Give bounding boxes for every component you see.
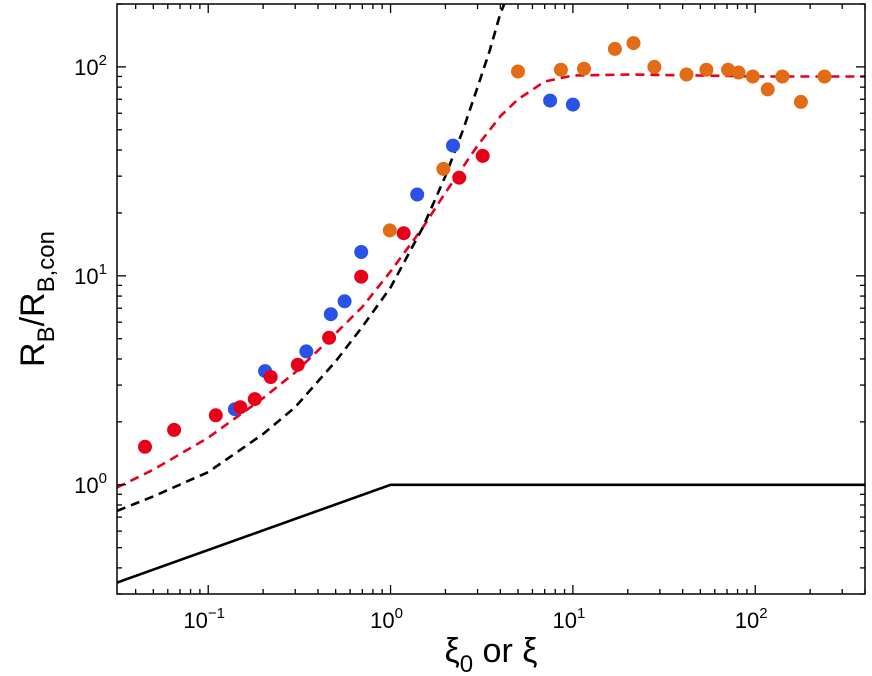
data-point (793, 94, 808, 109)
series-lines (117, 4, 865, 584)
data-point (290, 357, 305, 372)
x-tick-label: 101 (552, 605, 585, 633)
data-point (337, 294, 352, 309)
data-point (452, 170, 467, 185)
x-axis-label-main: ξ (445, 632, 460, 670)
data-point (322, 330, 337, 345)
y-tick-label: 100 (74, 470, 107, 498)
axis-ticks (117, 3, 866, 595)
data-point (745, 69, 760, 84)
x-tick-label: 10−1 (183, 605, 225, 633)
data-point (699, 62, 714, 77)
y-axis-label: RB/RB,con (14, 231, 60, 367)
data-point (299, 344, 314, 359)
data-point (436, 161, 451, 176)
data-point (354, 245, 369, 259)
data-point (167, 422, 182, 437)
y-tick-label: 101 (74, 261, 107, 289)
y-axis-label-s2: B,con (33, 231, 60, 292)
data-point (138, 439, 152, 454)
data-point (208, 408, 223, 423)
y-axis-label-r1: R (14, 342, 52, 367)
data-point (775, 69, 790, 84)
data-point (553, 62, 568, 77)
data-point (607, 41, 622, 56)
x-tick-label: 102 (735, 605, 768, 633)
data-point (565, 97, 580, 112)
data-point (731, 65, 746, 80)
axis-tick-labels: 10−1 100 101 102 100 101 102 (74, 52, 767, 633)
plot-area (117, 4, 865, 594)
x-axis-label: ξ0 or ξ (445, 632, 538, 676)
plot-frame (116, 3, 866, 595)
data-point (511, 64, 525, 79)
y-tick-label: 102 (74, 52, 107, 80)
y-axis-label-slash: /R (14, 292, 52, 326)
data-point (247, 392, 262, 407)
data-point (446, 138, 460, 153)
data-point (410, 187, 425, 202)
data-point (647, 59, 662, 74)
data-point (577, 61, 591, 76)
data-point (626, 36, 641, 51)
series-line-3 (117, 73, 865, 489)
series-points (138, 36, 832, 454)
data-point (354, 269, 369, 284)
x-axis-label-sub: 0 (460, 651, 473, 676)
data-point (382, 223, 397, 238)
data-point (679, 67, 694, 82)
data-point (817, 69, 832, 84)
data-point (263, 370, 278, 384)
series-line-5 (117, 483, 865, 584)
data-point (396, 226, 411, 241)
x-axis-label-tail: or ξ (473, 632, 537, 670)
x-tick-label: 100 (370, 605, 403, 633)
data-point (760, 82, 775, 97)
data-point (233, 400, 248, 415)
data-point (323, 307, 338, 322)
y-axis-label-s1: B (33, 326, 60, 342)
data-point (543, 93, 558, 108)
series-line-4 (117, 4, 506, 513)
data-point (475, 148, 490, 163)
